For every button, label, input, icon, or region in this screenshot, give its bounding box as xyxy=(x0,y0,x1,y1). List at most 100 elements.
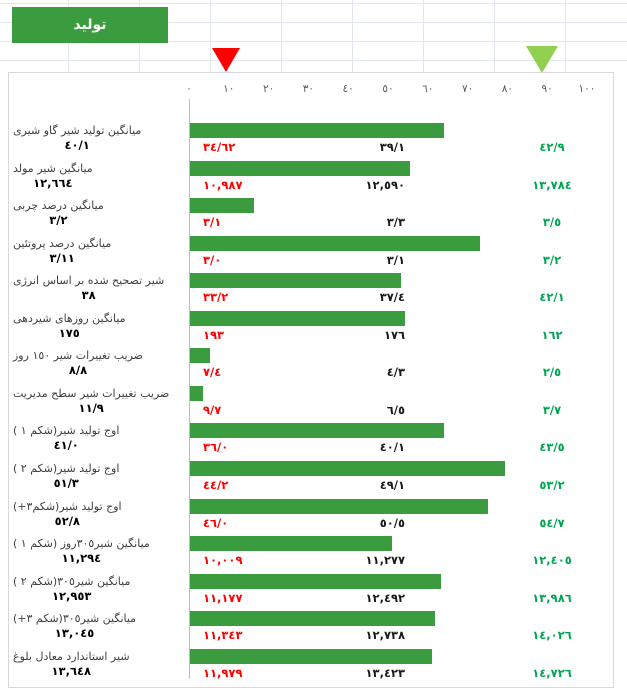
metric-own-value: ٣/٢ xyxy=(49,213,68,227)
axis-tick-label: ٥٠ xyxy=(382,83,394,95)
high-percentile-triangle-icon xyxy=(526,46,558,73)
axis-tick-label: ٠ xyxy=(186,83,192,95)
p90-value: ٥٣/٢ xyxy=(539,478,565,492)
metric-label: اوج تولید شیر(شکم٣+) xyxy=(13,500,122,513)
metric-own-value: ١٧٥ xyxy=(58,326,80,340)
p10-value: ١١,٩٧٩ xyxy=(203,666,243,680)
percentile-bar xyxy=(190,461,505,476)
p90-value: ٥٤/٧ xyxy=(539,516,565,530)
row-header: شیر تصحیح شده بر اساس انرژی ٣٨ xyxy=(13,273,185,303)
p50-value: ١١,٢٧٧ xyxy=(365,553,405,567)
metric-own-value: ١١,٢٩٤ xyxy=(61,551,102,565)
metric-label: میانگین شیر٣٠٥(شکم ٢ ) xyxy=(13,575,131,588)
row-header: اوج تولید شیر(شکم٣+) ٥٢/٨ xyxy=(13,499,185,529)
row-header: ضریب تغییرات شیر ١٥٠ روز ٨/٨ xyxy=(13,348,185,378)
p90-value: ١٣,٩٨٦ xyxy=(532,591,572,605)
metric-own-value: ٤١/٠ xyxy=(53,438,79,452)
p50-value: ١٧٦ xyxy=(383,328,405,342)
p90-value: ١٤,٠٢٦ xyxy=(532,628,572,642)
p50-value: ٣/١ xyxy=(386,253,405,267)
p90-value: ٤٢/٩ xyxy=(539,140,565,154)
axis-tick-label: ٨٠ xyxy=(501,83,514,95)
axis-tick-label: ٩٠ xyxy=(541,83,553,95)
p10-value: ٤٤/٢ xyxy=(203,478,229,492)
metric-own-value: ١٢,٩٥٣ xyxy=(51,589,92,603)
plot-area: ٠ ١٠ ٢٠ ٣٠ ٤٠ ٥٠ ٦٠ ٧٠ ٨٠ ٩٠ ١٠٠ میانگین تولید شیر … xyxy=(9,73,613,687)
metric-label: اوج تولید شیر(شکم ١ ) xyxy=(13,424,120,437)
percentile-bar xyxy=(190,198,254,213)
metric-own-value: ١٣,٦٤٨ xyxy=(51,664,91,678)
p50-value: ٤٠/١ xyxy=(379,440,405,454)
percentile-bar xyxy=(190,536,392,551)
row-header: میانگین تولید شیر گاو شیری ٤٠/١ xyxy=(13,123,185,153)
p50-value: ١٢,٥٩٠ xyxy=(365,178,405,192)
p10-value: ٧/٤ xyxy=(203,365,222,379)
p10-value: ٣/٠ xyxy=(203,253,222,267)
percentile-bar xyxy=(190,123,444,138)
row-header: میانگین درصد پروتئین ٣/١١ xyxy=(13,236,185,266)
percentile-bar xyxy=(190,273,401,288)
row-header: میانگین درصد چربی ٣/٢ xyxy=(13,198,185,228)
metric-label: شیر تصحیح شده بر اساس انرژی xyxy=(13,274,165,287)
p50-value: ١٢,٧٣٨ xyxy=(365,628,405,642)
percentile-bar xyxy=(190,574,441,589)
metric-own-value: ١٣,٠٤٥ xyxy=(54,626,95,640)
category-axis-line xyxy=(189,99,190,679)
metric-own-value: ٤٠/١ xyxy=(64,138,90,152)
p10-value: ٣/١ xyxy=(203,215,222,229)
p50-value: ٣٩/١ xyxy=(379,140,405,154)
p10-value: ٣٤/٦٢ xyxy=(203,140,236,154)
metric-label: میانگین شیر٣٠٥(شکم ٣+) xyxy=(13,612,137,625)
row-header: شیر استاندارد معادل بلوغ ١٣,٦٤٨ xyxy=(13,649,185,679)
percentile-bar xyxy=(190,348,210,363)
axis-tick-label: ٤٠ xyxy=(342,83,354,95)
metric-label: اوج تولید شیر(شکم ٢ ) xyxy=(13,462,120,475)
p90-value: ٣/٥ xyxy=(542,215,562,229)
p50-value: ٤٩/١ xyxy=(379,478,405,492)
p90-value: ٢/٥ xyxy=(542,365,562,379)
row-header: میانگین شیر٣٠٥(شکم ٣+) ١٣,٠٤٥ xyxy=(13,611,185,641)
metric-label: میانگین درصد پروتئین xyxy=(13,237,112,250)
metric-label: شیر استاندارد معادل بلوغ xyxy=(13,650,130,663)
metric-label: ضریب تغییرات شیر ١٥٠ روز xyxy=(13,349,144,362)
metric-label: میانگین روزهای شیردهی xyxy=(13,312,126,325)
p10-value: ١٠,٠٠٩ xyxy=(203,553,243,567)
p10-value: ١١,١٧٧ xyxy=(203,591,243,605)
row-header: اوج تولید شیر(شکم ١ ) ٤١/٠ xyxy=(13,423,185,453)
chart-panel: ٠ ١٠ ٢٠ ٣٠ ٤٠ ٥٠ ٦٠ ٧٠ ٨٠ ٩٠ ١٠٠ میانگین تولید شیر … xyxy=(8,72,614,688)
metric-label: میانگین تولید شیر گاو شیری xyxy=(13,124,142,137)
p10-value: ٩/٧ xyxy=(203,403,222,417)
metric-own-value: ٣٨ xyxy=(81,288,96,302)
p50-value: ٦/٥ xyxy=(386,403,405,417)
p10-value: ١٩٣ xyxy=(203,328,225,342)
axis-tick-label: ٢٠ xyxy=(262,83,275,95)
percentile-bar xyxy=(190,649,432,664)
axis-tick-label: ٧٠ xyxy=(461,83,474,95)
p50-value: ٥٠/٥ xyxy=(379,516,405,530)
percentile-bar xyxy=(190,311,405,326)
percentile-bar xyxy=(190,611,435,626)
p50-value: ٤/٣ xyxy=(386,365,405,379)
p50-value: ١٢,٤٩٢ xyxy=(365,591,405,605)
p90-value: ٤٢/١ xyxy=(539,290,565,304)
axis-tick-label: ٣٠ xyxy=(302,83,315,95)
p10-value: ٤٦/٠ xyxy=(203,516,229,530)
p90-value: ٤٣/٥ xyxy=(539,440,565,454)
row-header: ضریب تغییرات شیر سطح مدیریت ١١/٩ xyxy=(13,386,185,416)
metric-label: میانگین درصد چربی xyxy=(13,199,104,212)
p90-value: ١٤,٧٢٦ xyxy=(532,666,572,680)
metric-own-value: ٥١/٣ xyxy=(53,476,79,490)
percentile-bar xyxy=(190,386,203,401)
p50-value: ٣٧/٤ xyxy=(379,290,405,304)
row-header: میانگین شیر٣٠٥(شکم ٢ ) ١٢,٩٥٣ xyxy=(13,574,185,604)
p50-value: ١٣,٤٢٣ xyxy=(365,666,405,680)
low-percentile-triangle-icon xyxy=(212,48,240,72)
production-tab-button[interactable]: تولید xyxy=(12,7,168,43)
percentile-bar xyxy=(190,236,480,251)
metric-own-value: ١١/٩ xyxy=(78,401,104,415)
p90-value: ١٣,٧٨٤ xyxy=(532,178,572,192)
axis-tick-label: ١٠ xyxy=(223,83,235,95)
axis-tick-label: ٦٠ xyxy=(422,83,434,95)
p90-value: ١٦٢ xyxy=(541,328,563,342)
